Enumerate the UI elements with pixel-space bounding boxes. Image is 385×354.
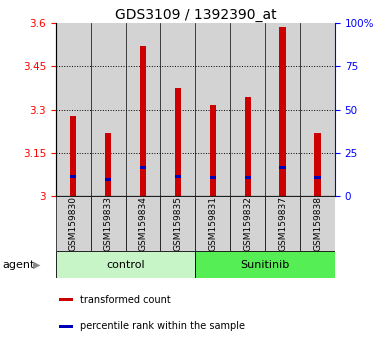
Bar <box>300 23 335 196</box>
Bar <box>265 23 300 196</box>
Text: agent: agent <box>2 259 34 270</box>
Bar <box>59 325 72 328</box>
Bar <box>195 196 230 251</box>
Text: Sunitinib: Sunitinib <box>241 259 290 270</box>
Title: GDS3109 / 1392390_at: GDS3109 / 1392390_at <box>115 8 276 22</box>
Bar <box>195 251 335 278</box>
Bar <box>195 23 230 196</box>
Bar <box>70 175 76 178</box>
Bar <box>105 133 111 196</box>
Bar <box>300 196 335 251</box>
Bar <box>70 115 76 196</box>
Text: percentile rank within the sample: percentile rank within the sample <box>80 321 244 331</box>
Bar <box>280 27 286 196</box>
Bar <box>56 23 91 196</box>
Text: GSM159835: GSM159835 <box>173 196 182 251</box>
Bar <box>140 166 146 169</box>
Bar <box>315 133 321 196</box>
Text: GSM159833: GSM159833 <box>104 196 113 251</box>
Bar <box>230 23 265 196</box>
Text: GSM159832: GSM159832 <box>243 196 252 251</box>
Bar <box>175 175 181 178</box>
Bar <box>126 196 161 251</box>
Bar <box>126 23 161 196</box>
Bar <box>280 166 286 169</box>
Bar <box>175 88 181 196</box>
Bar <box>315 176 321 179</box>
Text: ▶: ▶ <box>33 259 40 270</box>
Bar <box>91 196 126 251</box>
Bar <box>140 46 146 196</box>
Bar <box>244 176 251 179</box>
Text: transformed count: transformed count <box>80 295 170 305</box>
Text: GSM159831: GSM159831 <box>208 196 218 251</box>
Bar <box>105 178 111 181</box>
Text: GSM159837: GSM159837 <box>278 196 287 251</box>
Bar <box>244 97 251 196</box>
Bar <box>230 196 265 251</box>
Bar <box>56 251 195 278</box>
Bar <box>161 196 195 251</box>
Text: GSM159830: GSM159830 <box>69 196 78 251</box>
Bar <box>91 23 126 196</box>
Bar <box>210 176 216 179</box>
Bar <box>161 23 195 196</box>
Bar <box>265 196 300 251</box>
Text: GSM159834: GSM159834 <box>139 196 147 251</box>
Bar <box>56 196 91 251</box>
Bar <box>59 298 72 302</box>
Text: control: control <box>106 259 145 270</box>
Bar <box>210 105 216 196</box>
Text: GSM159838: GSM159838 <box>313 196 322 251</box>
